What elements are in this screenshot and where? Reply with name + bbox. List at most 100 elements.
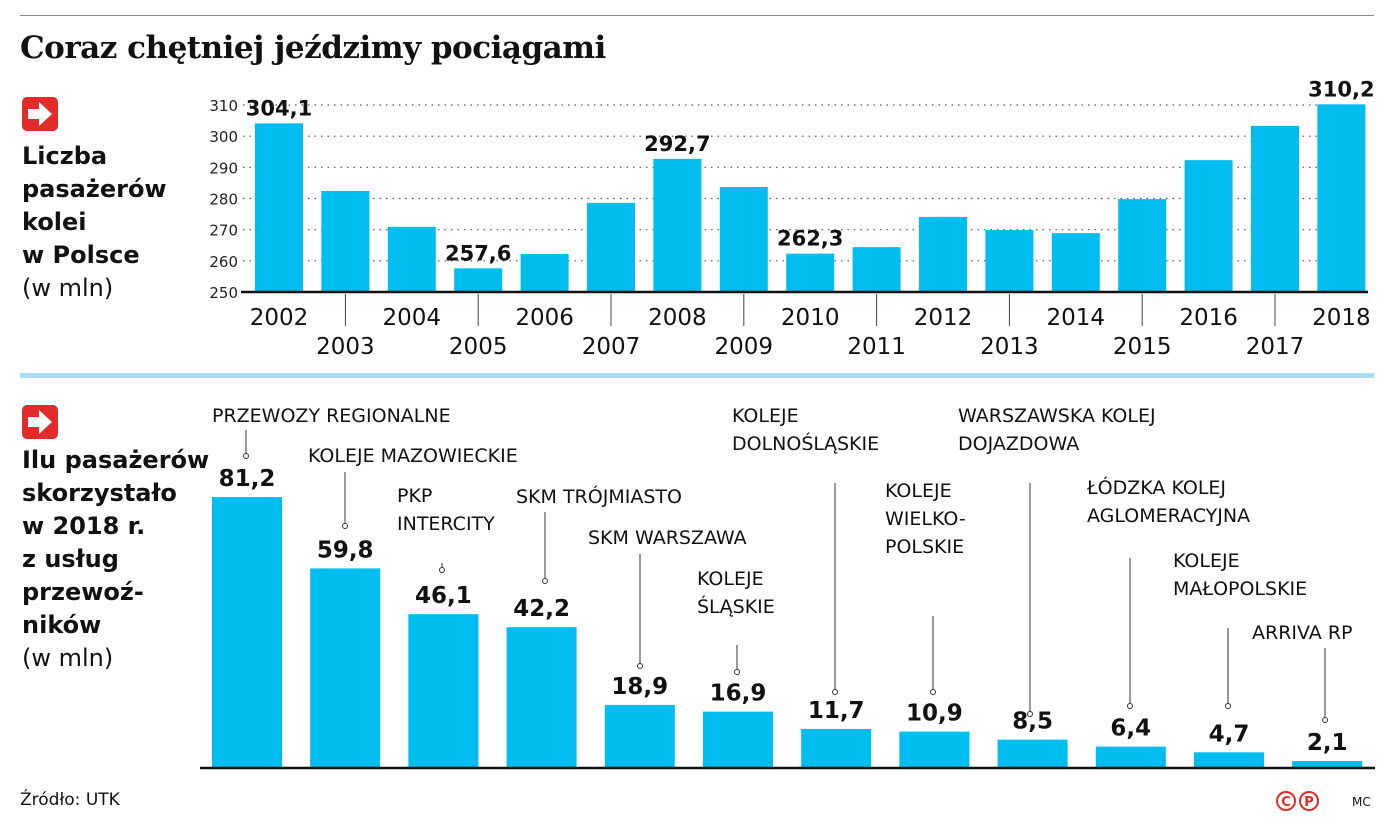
- data-label: 59,8: [317, 537, 374, 563]
- top-rule: [20, 15, 1374, 16]
- passengers-by-year-chart: 250 260 270 280 290 300 310 2002 304,1 2003 2004 20…: [209, 77, 1374, 360]
- y-tick-label: 300: [209, 128, 238, 146]
- data-label: 11,7: [808, 698, 865, 724]
- leader-dot: [542, 578, 548, 584]
- data-label: 2,1: [1307, 730, 1348, 756]
- side-title-line: Ilu pasażerów: [22, 446, 210, 474]
- bar-operator: [310, 568, 381, 768]
- category-label: ŚLĄSKIE: [697, 594, 775, 618]
- side-title-line: kolei: [22, 208, 87, 236]
- side-title-line: skorzystało: [22, 479, 177, 507]
- category-label: KOLEJE: [1173, 550, 1240, 572]
- bar-2011: [852, 247, 901, 292]
- category-label: SKM TRÓJMIASTO: [516, 484, 682, 508]
- page-title: Coraz chętniej jeździmy pociągami: [20, 30, 606, 66]
- y-tick-label: 270: [209, 222, 238, 240]
- y-tick-label: 280: [209, 191, 238, 209]
- source-note: Źródło: UTK: [20, 790, 120, 810]
- bar-2005: [454, 268, 503, 292]
- data-label: 262,3: [777, 227, 843, 251]
- x-tick-label: 2009: [715, 334, 774, 360]
- x-tick-label: 2010: [781, 305, 840, 331]
- bar-2002: [255, 123, 303, 292]
- side-title-line: Liczba: [22, 142, 108, 170]
- data-label: 6,4: [1110, 716, 1151, 742]
- bar-2007: [587, 202, 635, 292]
- x-tick-label: 2014: [1047, 305, 1106, 331]
- data-label: 42,2: [513, 596, 570, 622]
- bar-operator: [506, 627, 577, 768]
- x-tick-label: 2012: [914, 305, 973, 331]
- leader-dot: [342, 523, 348, 529]
- bar-operator: [408, 614, 479, 768]
- side-title-line: z usług: [22, 545, 119, 573]
- unit-label: (w mln): [22, 274, 114, 302]
- data-label: 304,1: [246, 96, 312, 120]
- side-title-line: ników: [22, 611, 102, 639]
- x-tick-label: 2003: [316, 334, 375, 360]
- bar-2008: [653, 158, 702, 292]
- bar-operator: [1095, 746, 1166, 768]
- category-label: PRZEWOZY REGIONALNE: [212, 405, 451, 427]
- bar-2012: [919, 216, 967, 292]
- category-label: KOLEJE MAZOWIECKIE: [308, 445, 518, 467]
- leader-dot: [439, 567, 445, 573]
- section-divider: [20, 373, 1374, 378]
- bar-operator: [1194, 752, 1264, 768]
- category-label: INTERCITY: [397, 513, 495, 535]
- y-tick-label: 310: [209, 97, 238, 115]
- data-label: 310,2: [1308, 77, 1374, 101]
- x-tick-label: 2016: [1179, 305, 1238, 331]
- y-tick-label: 290: [209, 159, 238, 177]
- bar-2003: [321, 191, 370, 292]
- bar-2009: [719, 186, 768, 292]
- x-tick-label: 2017: [1246, 334, 1305, 360]
- leader-dot: [1027, 711, 1033, 717]
- category-label: ŁÓDZKA KOLEJ: [1086, 475, 1226, 499]
- arrow-right-icon: [22, 97, 58, 131]
- side-title-line: przewoź-: [22, 578, 144, 606]
- category-label: PKP: [397, 485, 432, 507]
- bar-2010: [786, 253, 835, 292]
- copyright-marks: C P: [1276, 791, 1319, 811]
- bar-2016: [1184, 160, 1233, 292]
- arrow-right-icon: [22, 405, 58, 439]
- bar-2018: [1317, 104, 1366, 292]
- passengers-by-operator-chart: 81,2 PRZEWOZY REGIONALNE 59,8 KOLEJE MAZOWI…: [200, 405, 1375, 770]
- side-title-line: pasażerów: [22, 175, 167, 203]
- leader-dot: [1225, 703, 1231, 709]
- bar-2006: [520, 253, 569, 292]
- bar-2017: [1251, 125, 1299, 292]
- data-label: 292,7: [644, 132, 710, 156]
- x-tick-label: 2006: [515, 305, 574, 331]
- bar-operator: [801, 728, 872, 768]
- y-tick-label: 250: [209, 284, 238, 302]
- bottom-chart-side-title: Ilu pasażerów skorzystało w 2018 r. z us…: [22, 444, 209, 675]
- svg-text:C: C: [1281, 795, 1291, 810]
- svg-text:P: P: [1304, 795, 1314, 810]
- bar-2004: [387, 226, 436, 292]
- data-label: 81,2: [219, 466, 276, 492]
- phonogram-icon: P: [1299, 791, 1319, 811]
- leader-dot: [832, 689, 838, 695]
- category-label: SKM WARSZAWA: [588, 527, 747, 549]
- copyright-icon: C: [1276, 791, 1296, 811]
- unit-label: (w mln): [22, 644, 114, 672]
- category-label: DOJAZDOWA: [958, 433, 1079, 455]
- bar-2014: [1051, 233, 1100, 292]
- category-label: WIELKO-: [885, 508, 966, 530]
- leader-dot: [930, 689, 936, 695]
- data-label: 257,6: [445, 241, 511, 265]
- data-label: 46,1: [415, 583, 472, 609]
- author-credit: MC: [1352, 795, 1371, 809]
- x-tick-label: 2015: [1113, 334, 1172, 360]
- category-label: KOLEJE: [885, 480, 952, 502]
- bar-operator: [212, 497, 282, 768]
- leader-dot: [1127, 703, 1133, 709]
- x-tick-label: 2002: [250, 305, 309, 331]
- bar-operator: [703, 711, 773, 768]
- category-label: ARRIVA RP: [1252, 622, 1352, 644]
- side-title-line: w Polsce: [22, 241, 140, 269]
- category-label: POLSKIE: [885, 536, 964, 558]
- side-title-line: w 2018 r.: [22, 512, 146, 540]
